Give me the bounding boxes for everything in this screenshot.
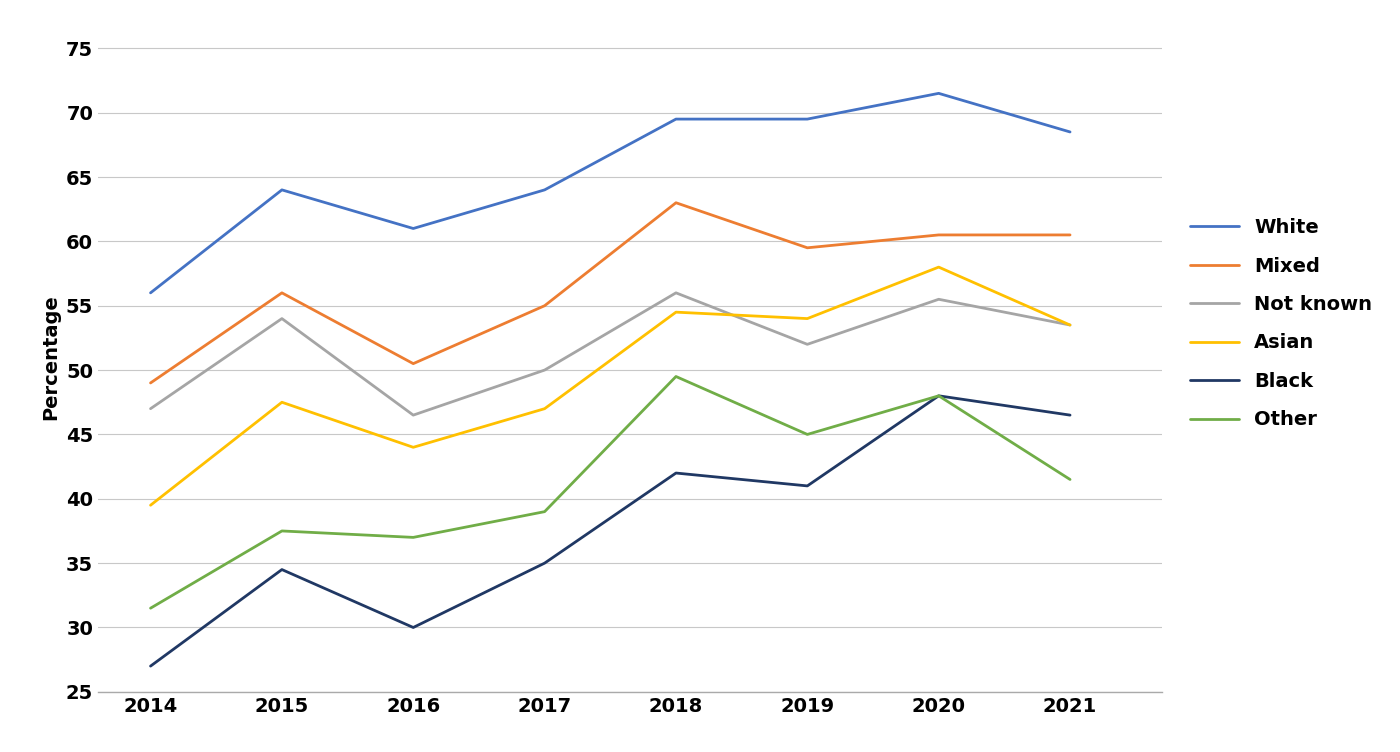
- Line: Asian: Asian: [151, 267, 1070, 505]
- Other: [1061, 475, 1078, 484]
- Mixed: [1061, 230, 1078, 239]
- Mixed: [799, 244, 816, 253]
- Asian: [668, 308, 685, 317]
- Asian: [143, 501, 160, 510]
- Not known: [799, 340, 816, 349]
- Asian: [1061, 320, 1078, 329]
- Black: [799, 481, 816, 490]
- Black: [668, 468, 685, 478]
- Mixed: [405, 359, 421, 368]
- Mixed: [536, 302, 553, 311]
- Other: [536, 507, 553, 516]
- Line: Not known: Not known: [151, 293, 1070, 415]
- Line: Other: Other: [151, 377, 1070, 608]
- Other: [930, 391, 946, 400]
- White: [668, 114, 685, 123]
- Black: [143, 662, 160, 671]
- Not known: [668, 288, 685, 297]
- Black: [536, 559, 553, 568]
- Asian: [273, 398, 290, 407]
- White: [799, 114, 816, 123]
- Black: [1061, 411, 1078, 420]
- Asian: [405, 443, 421, 452]
- Line: Black: Black: [151, 396, 1070, 666]
- White: [405, 224, 421, 233]
- White: [536, 186, 553, 195]
- White: [1061, 127, 1078, 136]
- Asian: [930, 262, 946, 271]
- White: [143, 288, 160, 297]
- White: [273, 186, 290, 195]
- Y-axis label: Percentage: Percentage: [42, 294, 60, 420]
- Line: Mixed: Mixed: [151, 203, 1070, 383]
- Black: [273, 565, 290, 574]
- Not known: [405, 411, 421, 420]
- Not known: [273, 314, 290, 323]
- White: [930, 89, 946, 98]
- Not known: [930, 295, 946, 304]
- Asian: [799, 314, 816, 323]
- Other: [143, 604, 160, 613]
- Other: [799, 430, 816, 439]
- Other: [405, 533, 421, 542]
- Not known: [536, 365, 553, 374]
- Black: [930, 391, 946, 400]
- Asian: [536, 404, 553, 413]
- Line: White: White: [151, 93, 1070, 293]
- Not known: [143, 404, 160, 413]
- Mixed: [668, 199, 685, 208]
- Other: [273, 526, 290, 535]
- Black: [405, 623, 421, 632]
- Legend: White, Mixed, Not known, Asian, Black, Other: White, Mixed, Not known, Asian, Black, O…: [1183, 211, 1380, 437]
- Not known: [1061, 320, 1078, 329]
- Other: [668, 372, 685, 381]
- Mixed: [930, 230, 946, 239]
- Mixed: [143, 378, 160, 387]
- Mixed: [273, 288, 290, 297]
